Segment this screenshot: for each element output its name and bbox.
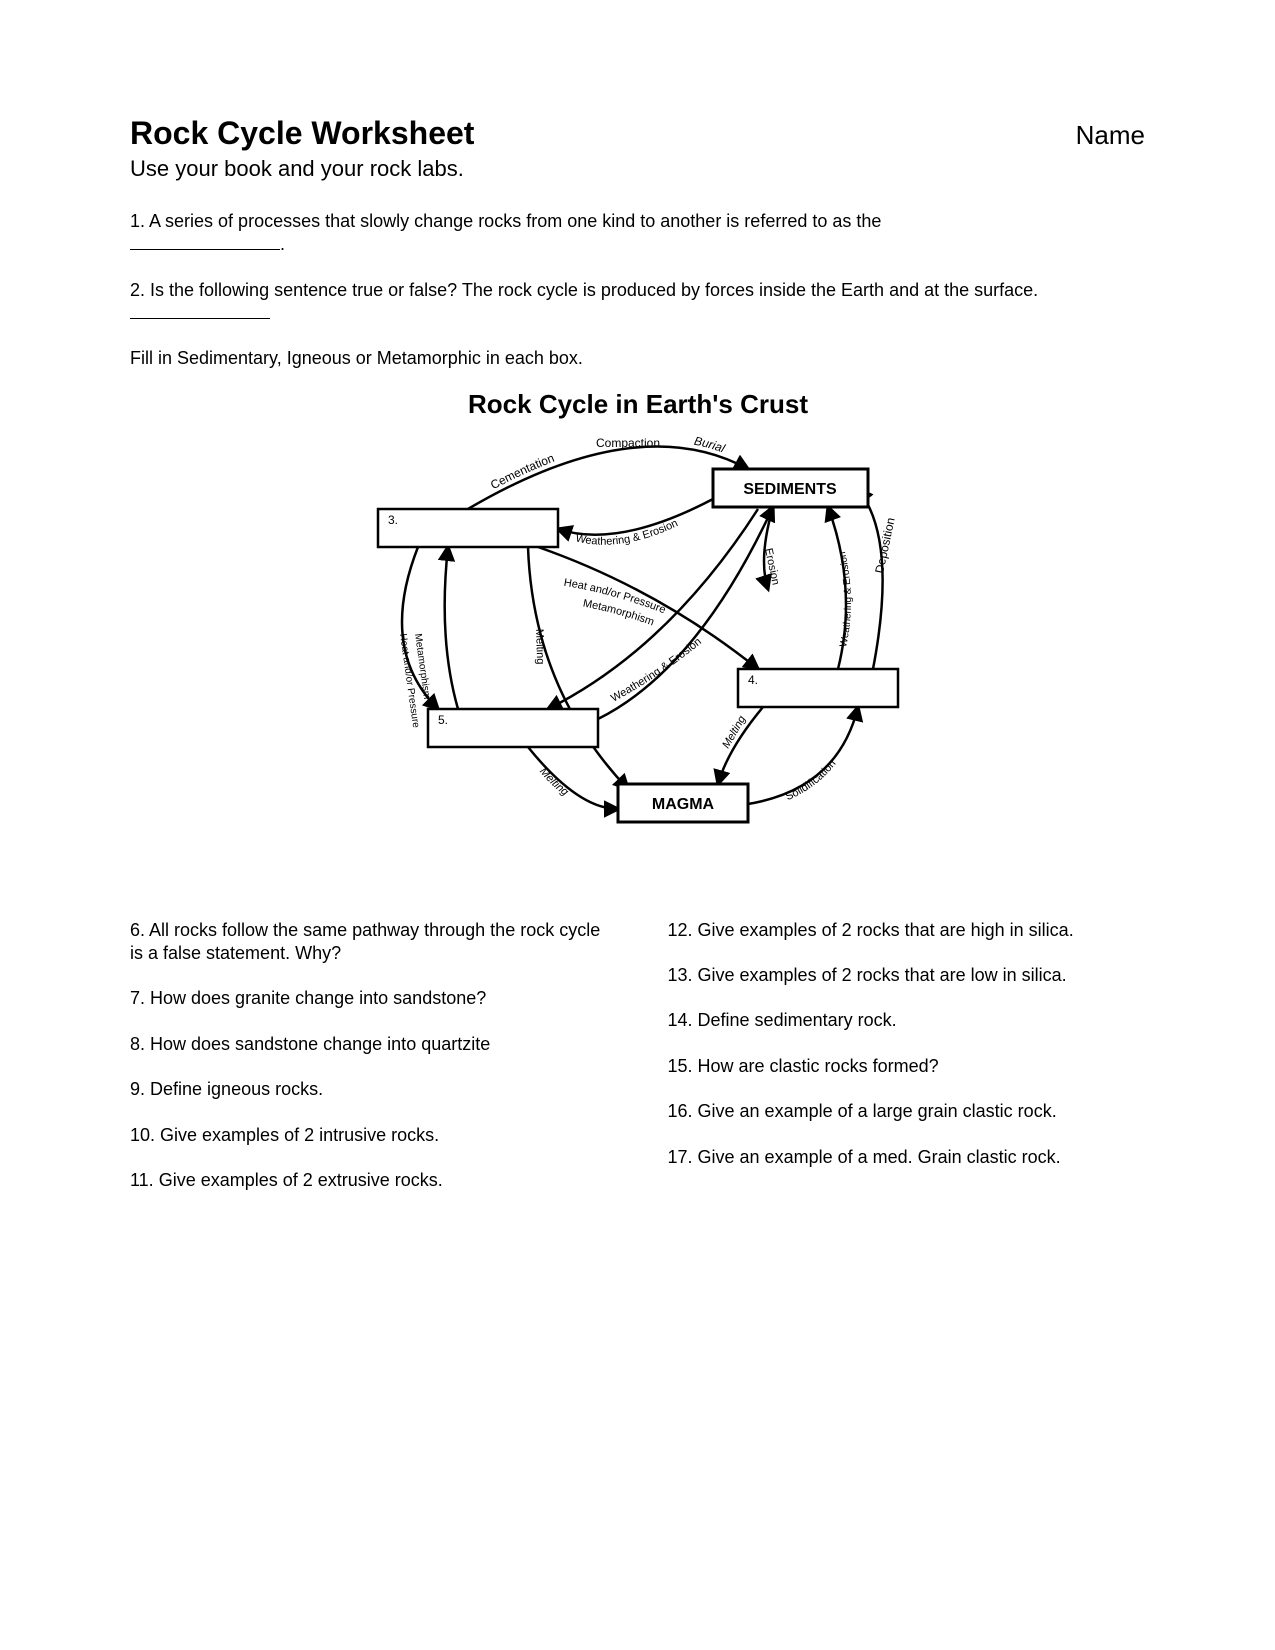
q1-blank[interactable] <box>130 249 280 250</box>
header: Rock Cycle Worksheet Name <box>130 115 1145 152</box>
box-sediments: SEDIMENTS <box>713 469 868 507</box>
box-3[interactable]: 3. <box>378 509 558 547</box>
lbl-solid: Solidification <box>783 757 838 802</box>
question-7: 7. How does granite change into sandston… <box>130 987 608 1010</box>
question-17: 17. Give an example of a med. Grain clas… <box>668 1146 1146 1169</box>
rock-cycle-diagram: Rock Cycle in Earth's Crust Cementation … <box>130 389 1145 879</box>
svg-text:MAGMA: MAGMA <box>651 796 714 813</box>
lbl-melt1: Melting <box>533 628 546 664</box>
diagram-title: Rock Cycle in Earth's Crust <box>468 389 808 419</box>
question-8: 8. How does sandstone change into quartz… <box>130 1033 608 1056</box>
name-label: Name <box>1076 120 1145 151</box>
question-15: 15. How are clastic rocks formed? <box>668 1055 1146 1078</box>
svg-text:3.: 3. <box>388 513 398 527</box>
question-12: 12. Give examples of 2 rocks that are hi… <box>668 919 1146 942</box>
question-columns: 6. All rocks follow the same pathway thr… <box>130 919 1145 1215</box>
svg-text:5.: 5. <box>438 713 448 727</box>
q2-text: 2. Is the following sentence true or fal… <box>130 280 1038 300</box>
lbl-we3: Weathering & Erosion <box>608 635 703 704</box>
subtitle: Use your book and your rock labs. <box>130 156 1145 182</box>
question-11: 11. Give examples of 2 extrusive rocks. <box>130 1169 608 1192</box>
svg-text:Weathering & Erosion: Weathering & Erosion <box>837 550 854 648</box>
svg-text:4.: 4. <box>748 673 758 687</box>
question-13: 13. Give examples of 2 rocks that are lo… <box>668 964 1146 987</box>
fill-instruction: Fill in Sedimentary, Igneous or Metamorp… <box>130 348 1145 369</box>
q2-blank[interactable] <box>130 318 270 319</box>
question-10: 10. Give examples of 2 intrusive rocks. <box>130 1124 608 1147</box>
lbl-compaction: Compaction <box>595 436 659 450</box>
svg-text:Melting: Melting <box>537 765 571 798</box>
lbl-we-right: Weathering & Erosion <box>837 550 854 648</box>
svg-text:SEDIMENTS: SEDIMENTS <box>743 481 837 498</box>
box-5[interactable]: 5. <box>428 709 598 747</box>
question-14: 14. Define sedimentary rock. <box>668 1009 1146 1032</box>
page-title: Rock Cycle Worksheet <box>130 115 474 152</box>
question-2: 2. Is the following sentence true or fal… <box>130 279 1145 326</box>
svg-text:Solidification: Solidification <box>783 757 838 802</box>
box-4[interactable]: 4. <box>738 669 898 707</box>
svg-text:Weathering & Erosion: Weathering & Erosion <box>608 635 703 704</box>
box-magma: MAGMA <box>618 784 748 822</box>
question-1: 1. A series of processes that slowly cha… <box>130 210 1145 257</box>
question-6: 6. All rocks follow the same pathway thr… <box>130 919 608 966</box>
q1-text: 1. A series of processes that slowly cha… <box>130 211 881 231</box>
right-column: 12. Give examples of 2 rocks that are hi… <box>668 919 1146 1215</box>
question-16: 16. Give an example of a large grain cla… <box>668 1100 1146 1123</box>
diagram-svg: Rock Cycle in Earth's Crust Cementation … <box>318 389 958 879</box>
lbl-melt2: Melting <box>537 765 571 798</box>
left-column: 6. All rocks follow the same pathway thr… <box>130 919 608 1215</box>
q1-suffix: . <box>280 234 285 254</box>
question-9: 9. Define igneous rocks. <box>130 1078 608 1101</box>
